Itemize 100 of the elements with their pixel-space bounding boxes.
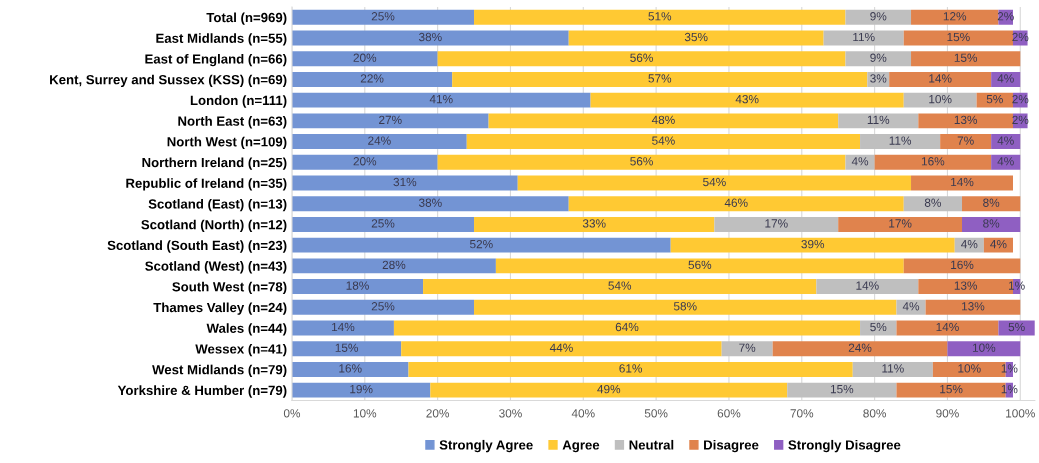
- bar: [962, 216, 1021, 232]
- bar: [590, 92, 904, 108]
- bar: [291, 51, 438, 67]
- bar: [852, 361, 933, 377]
- data-label: 15%: [954, 53, 978, 62]
- bar: [991, 71, 1021, 87]
- data-label: 14%: [936, 322, 959, 332]
- bar: [845, 9, 912, 25]
- data-label: 4%: [961, 240, 978, 249]
- bar: [954, 237, 984, 253]
- data-label: 3%: [870, 74, 887, 83]
- data-label: 33%: [582, 219, 606, 228]
- bar: [291, 382, 431, 398]
- bar: [437, 154, 846, 170]
- data-label: 4%: [997, 136, 1014, 145]
- bar: [291, 92, 591, 108]
- data-label: 49%: [597, 384, 621, 394]
- data-label: 17%: [889, 219, 912, 228]
- data-label: 52%: [469, 239, 493, 249]
- data-label: 20%: [353, 53, 377, 62]
- bar: [889, 71, 992, 87]
- x-tick-label: 40%: [571, 409, 595, 418]
- data-label: 5%: [1008, 322, 1025, 332]
- bar: [787, 382, 897, 398]
- bar: [903, 196, 963, 212]
- bar: [291, 237, 671, 253]
- bar: [291, 258, 496, 274]
- data-label: 13%: [962, 302, 985, 311]
- data-label: 19%: [350, 384, 373, 394]
- data-label: 1%: [1001, 385, 1018, 394]
- bar: [488, 113, 839, 129]
- data-label: 4%: [990, 240, 1007, 249]
- bar: [291, 361, 409, 377]
- x-tick-label: 70%: [790, 409, 814, 418]
- bar: [495, 258, 904, 274]
- data-label: 28%: [382, 260, 406, 270]
- y-tick-label: Scotland (East) (n=13): [148, 198, 287, 212]
- bar: [430, 382, 788, 398]
- bar: [903, 258, 1021, 274]
- data-label: 14%: [951, 177, 974, 187]
- bar: [291, 9, 475, 25]
- data-label: 61%: [619, 364, 643, 373]
- bar: [962, 196, 1021, 212]
- data-label: 44%: [549, 343, 573, 352]
- data-label: 10%: [972, 343, 996, 352]
- data-label: 9%: [870, 53, 887, 62]
- bar: [903, 92, 977, 108]
- data-label: 7%: [957, 136, 974, 145]
- data-label: 18%: [346, 281, 369, 290]
- data-label: 16%: [921, 157, 945, 166]
- data-label: 15%: [335, 343, 358, 352]
- x-tick-label: 60%: [717, 409, 741, 418]
- data-label: 5%: [870, 322, 887, 332]
- bar: [670, 237, 955, 253]
- data-label: 15%: [947, 32, 970, 42]
- data-label: 24%: [848, 343, 872, 352]
- x-tick-label: 30%: [499, 409, 522, 418]
- data-label: 8%: [983, 219, 1000, 228]
- data-label: 39%: [801, 239, 825, 249]
- data-label: 4%: [997, 74, 1014, 83]
- data-label: 57%: [648, 74, 672, 83]
- bar: [983, 237, 1013, 253]
- bar: [568, 30, 824, 46]
- bar: [911, 9, 999, 25]
- y-tick-label: North East (n=63): [178, 116, 287, 129]
- data-label: 51%: [648, 12, 672, 21]
- data-label: 15%: [940, 385, 963, 394]
- y-tick-label: South West (n=78): [172, 281, 287, 295]
- bar: [845, 51, 912, 67]
- bar: [291, 341, 402, 357]
- y-tick-label: London (n=111): [190, 95, 287, 108]
- data-label: 7%: [739, 343, 756, 352]
- bar: [466, 134, 861, 150]
- bar: [947, 341, 1021, 357]
- y-tick-label: Yorkshire & Humber (n=79): [117, 385, 287, 398]
- data-label: 38%: [418, 32, 442, 42]
- data-label: 4%: [851, 157, 869, 166]
- data-label: 13%: [954, 115, 978, 125]
- data-label: 16%: [339, 364, 362, 373]
- bar: [991, 154, 1021, 170]
- y-tick-label: Scotland (North) (n=12): [141, 219, 287, 232]
- bar: [976, 92, 1013, 108]
- bar: [291, 279, 424, 295]
- bar: [291, 30, 569, 46]
- data-label: 13%: [954, 281, 978, 290]
- data-label: 24%: [368, 136, 391, 145]
- data-label: 25%: [371, 219, 395, 228]
- y-tick-label: East Midlands (n=55): [156, 33, 287, 46]
- data-label: 10%: [929, 94, 952, 104]
- data-label: 5%: [986, 95, 1003, 104]
- bar: [896, 320, 999, 336]
- data-label: 31%: [393, 177, 417, 187]
- data-label: 48%: [651, 115, 675, 125]
- bar: [452, 71, 868, 87]
- bar: [291, 71, 453, 87]
- y-tick-label: Wessex (n=41): [195, 343, 287, 357]
- data-label: 56%: [630, 157, 653, 166]
- legend-label: Agree: [562, 440, 600, 453]
- x-tick-label: 10%: [353, 409, 377, 418]
- data-label: 15%: [830, 385, 854, 394]
